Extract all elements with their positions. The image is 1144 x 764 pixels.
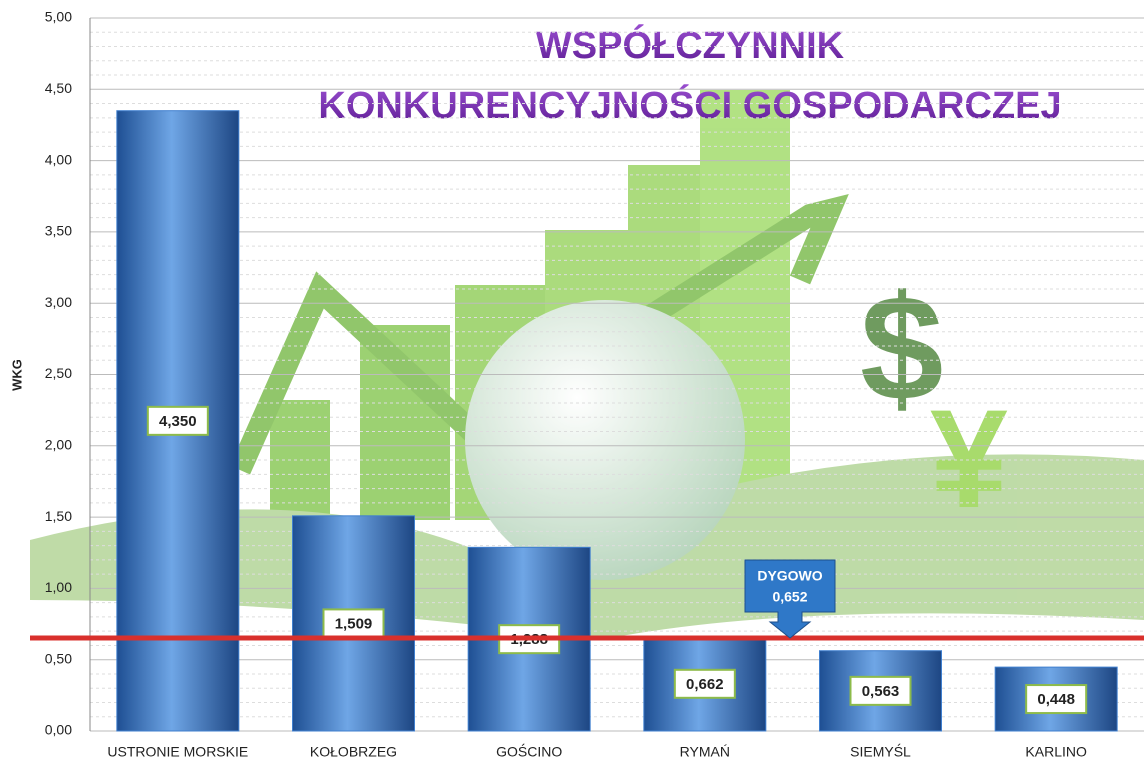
value-label: 0,563	[862, 683, 900, 700]
chart-title: KONKURENCYJNOŚCI GOSPODARCZEJ	[318, 83, 1061, 127]
annotation-callout	[744, 559, 836, 639]
y-tick-label: 4,50	[45, 80, 72, 96]
y-tick-label: 2,50	[45, 365, 72, 381]
y-axis-label: WKG	[9, 359, 24, 391]
y-tick-label: 0,50	[45, 650, 72, 666]
y-tick-label: 4,00	[45, 151, 72, 167]
svg-text:¥: ¥	[930, 380, 1008, 537]
background-illustration: $ ¥	[30, 90, 1144, 640]
y-tick-label: 3,50	[45, 223, 72, 239]
y-tick-label: 1,00	[45, 579, 72, 595]
chart-title: WSPÓŁCZYNNIK	[536, 23, 845, 67]
value-label-box	[673, 668, 736, 699]
y-tick-label: 2,00	[45, 437, 72, 453]
y-tick-label: 0,00	[45, 722, 72, 738]
svg-text:$: $	[860, 264, 943, 432]
annotation-name: DYGOWO	[757, 568, 822, 584]
value-label-box	[1025, 684, 1088, 715]
value-label: 0,448	[1037, 691, 1075, 708]
x-tick-label: RYMAŃ	[680, 744, 730, 760]
x-tick-label: GOŚCINO	[496, 743, 562, 760]
value-label: 0,662	[686, 676, 724, 693]
value-label-box	[146, 405, 209, 436]
y-tick-label: 3,00	[45, 294, 72, 310]
y-tick-label: 5,00	[45, 9, 72, 25]
x-tick-label: SIEMYŚL	[850, 743, 911, 760]
value-label: 1,509	[335, 615, 373, 632]
x-tick-label: KARLINO	[1025, 744, 1087, 760]
x-tick-label: KOŁOBRZEG	[310, 744, 397, 760]
value-label-box	[849, 675, 912, 706]
value-label: 4,350	[159, 413, 197, 430]
y-tick-label: 1,50	[45, 508, 72, 524]
annotation-value: 0,652	[772, 589, 807, 605]
x-tick-label: USTRONIE MORSKIE	[107, 744, 248, 760]
